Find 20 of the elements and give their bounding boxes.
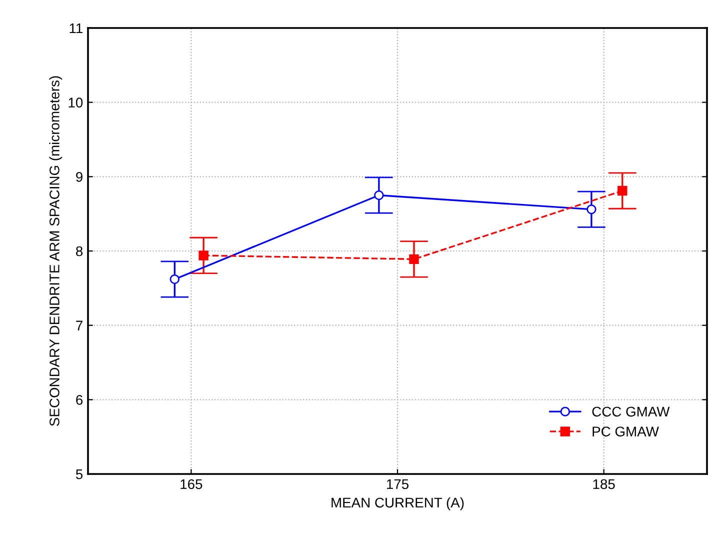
y-tick-label: 5 — [76, 469, 83, 480]
x-tick-label: 165 — [180, 479, 202, 490]
x-tick-label: 175 — [386, 479, 409, 490]
point — [198, 250, 208, 260]
legend-label: CCC GMAW — [592, 406, 670, 417]
x-axis-title: MEAN CURRENT (A) — [332, 497, 464, 510]
y-tick-label: 10 — [68, 98, 83, 108]
x-tick-label: 185 — [593, 479, 615, 490]
y-tick-label: 7 — [76, 320, 82, 330]
point — [586, 204, 596, 214]
y-tick-label: 9 — [76, 172, 82, 182]
y-tick-label: 8 — [76, 246, 83, 256]
point — [170, 274, 180, 284]
point — [409, 254, 419, 264]
point — [618, 186, 628, 196]
legend-label: PC GMAW — [592, 426, 659, 436]
y-tick-label: 11 — [70, 23, 82, 34]
point — [374, 190, 384, 200]
y-tick-label: 6 — [76, 395, 83, 405]
y-axis-title: SECONDARY DENDRITE ARM SPACING (micrometers) — [49, 76, 62, 426]
